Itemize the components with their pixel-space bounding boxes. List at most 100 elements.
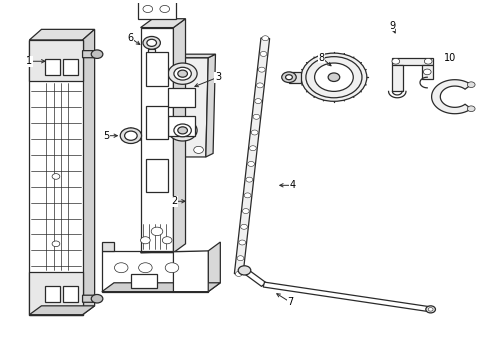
Bar [131,274,157,288]
Circle shape [162,237,172,244]
Circle shape [235,271,242,276]
Circle shape [260,51,266,57]
Circle shape [193,146,203,153]
Polygon shape [160,54,215,58]
Polygon shape [140,19,185,28]
Circle shape [327,73,339,81]
Bar [146,105,167,139]
Circle shape [262,36,268,41]
Bar [168,88,194,107]
Bar [45,286,60,302]
Circle shape [425,306,435,313]
Polygon shape [29,40,82,81]
Polygon shape [431,80,470,114]
Text: 10: 10 [443,53,455,63]
Circle shape [52,241,60,247]
Polygon shape [234,38,269,274]
Circle shape [242,208,249,213]
Bar [45,59,60,76]
Circle shape [247,161,254,166]
Circle shape [238,240,245,245]
Polygon shape [102,283,220,292]
Circle shape [174,67,191,80]
Circle shape [237,256,244,261]
Text: 7: 7 [287,297,293,307]
Circle shape [254,99,261,104]
Polygon shape [82,295,97,302]
Polygon shape [82,51,97,58]
Circle shape [424,58,431,64]
Circle shape [423,69,430,75]
Circle shape [151,227,163,236]
Circle shape [168,63,197,84]
Polygon shape [148,49,155,69]
Text: 9: 9 [388,21,394,31]
Circle shape [52,174,60,179]
Polygon shape [205,54,215,157]
Circle shape [467,82,474,87]
Polygon shape [29,306,95,315]
Circle shape [238,266,250,275]
Polygon shape [288,72,301,82]
Circle shape [427,307,432,311]
Polygon shape [391,58,432,65]
Polygon shape [29,272,82,315]
Polygon shape [82,30,95,315]
Bar [63,286,78,302]
Circle shape [160,5,169,13]
Circle shape [142,5,152,13]
Bar [63,59,78,76]
Circle shape [174,124,191,137]
Bar [168,116,194,136]
Polygon shape [140,251,208,292]
Polygon shape [140,28,173,253]
Circle shape [178,70,187,77]
Polygon shape [102,251,208,292]
Polygon shape [157,58,208,157]
Bar [146,53,167,86]
Circle shape [138,263,152,273]
Circle shape [124,131,137,140]
Polygon shape [29,40,82,315]
Text: 5: 5 [103,131,110,141]
Polygon shape [29,30,95,40]
Polygon shape [391,65,402,91]
Circle shape [120,128,141,144]
Circle shape [245,177,252,182]
Circle shape [314,63,352,91]
Circle shape [91,50,102,58]
Polygon shape [421,65,432,79]
Circle shape [391,58,399,64]
Text: 4: 4 [289,180,295,190]
Circle shape [301,53,366,101]
Circle shape [256,83,263,88]
Circle shape [285,75,292,80]
Circle shape [140,237,150,244]
Circle shape [249,146,256,151]
Circle shape [178,127,187,134]
Bar [146,159,167,192]
Text: 8: 8 [318,53,324,63]
Circle shape [114,263,128,273]
Circle shape [240,224,247,229]
Polygon shape [263,282,430,312]
Circle shape [258,67,264,72]
Circle shape [165,263,179,273]
Polygon shape [208,242,220,292]
Text: 2: 2 [171,196,177,206]
Circle shape [281,72,296,82]
Circle shape [142,36,160,49]
Circle shape [251,130,258,135]
Circle shape [305,57,361,98]
Circle shape [244,193,250,198]
Circle shape [467,106,474,112]
Text: 6: 6 [127,33,134,43]
Circle shape [168,120,197,141]
Circle shape [146,39,156,46]
Circle shape [91,294,102,303]
Polygon shape [102,242,114,251]
Text: 3: 3 [214,72,221,82]
Polygon shape [173,19,185,253]
Circle shape [252,114,259,119]
Polygon shape [138,0,176,19]
